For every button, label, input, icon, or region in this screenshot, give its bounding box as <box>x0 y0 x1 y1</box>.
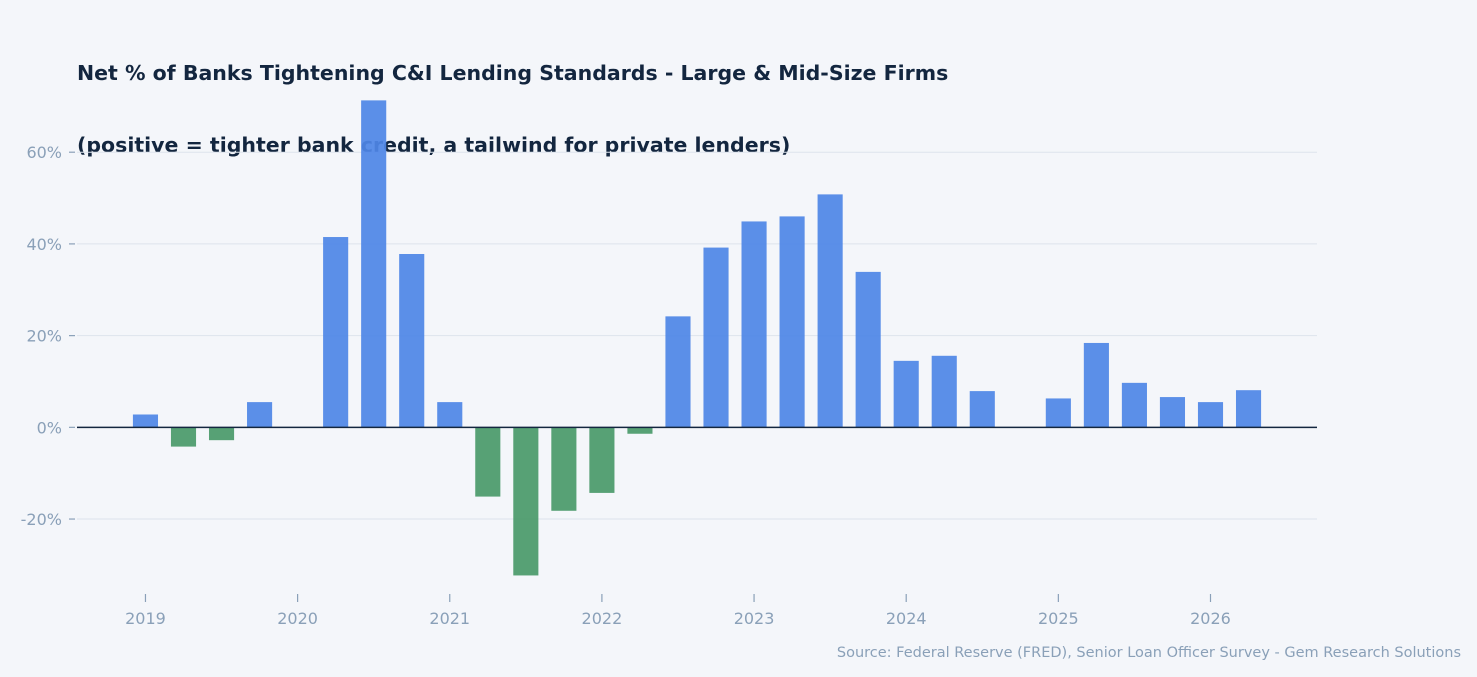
bar <box>741 221 767 428</box>
bar <box>627 427 653 434</box>
bar <box>703 247 729 428</box>
bar <box>132 414 159 428</box>
bar <box>170 427 197 447</box>
y-tick-label: -20% <box>21 510 62 529</box>
bar <box>1121 382 1147 428</box>
bar <box>475 427 501 497</box>
x-tick-label: 2021 <box>429 609 470 628</box>
y-tick-label: 60% <box>26 143 62 162</box>
bar <box>399 253 425 428</box>
bar <box>931 355 957 428</box>
y-tick-label: 40% <box>26 235 62 254</box>
bar <box>513 427 539 576</box>
bar <box>665 316 691 428</box>
x-tick-label: 2025 <box>1038 609 1079 628</box>
x-tick-label: 2022 <box>582 609 623 628</box>
bar <box>551 427 577 511</box>
bar <box>323 237 349 428</box>
y-tick-label: 0% <box>37 418 62 437</box>
x-tick-label: 2024 <box>886 609 927 628</box>
x-tick-label: 2023 <box>734 609 775 628</box>
x-tick-label: 2026 <box>1190 609 1231 628</box>
bar <box>969 391 995 428</box>
axes: -20% 0% 20% 40% 60% 2019 2020 2021 2022 2023 2024 2… <box>21 143 1317 628</box>
bar <box>1197 402 1224 428</box>
gridlines <box>77 151 1317 520</box>
x-tick-label: 2020 <box>277 609 318 628</box>
bar <box>1045 398 1071 428</box>
source-note: Source: Federal Reserve (FRED), Senior L… <box>836 645 1461 661</box>
bar <box>361 100 387 428</box>
bar <box>817 194 843 428</box>
chart-title-block: Net % of Banks Tightening C&I Lending St… <box>77 13 948 181</box>
bar <box>589 427 615 493</box>
bar <box>1235 390 1262 428</box>
bar <box>893 360 919 428</box>
bar <box>779 216 805 428</box>
bar <box>855 271 881 428</box>
bars <box>132 100 1262 576</box>
bar <box>1159 397 1186 428</box>
bar <box>437 402 463 428</box>
chart-title: Net % of Banks Tightening C&I Lending St… <box>77 61 949 85</box>
y-tick-label: 20% <box>26 327 62 346</box>
chart-subtitle: (positive = tighter bank credit, a tailw… <box>77 133 791 157</box>
bar <box>247 402 273 428</box>
bar <box>208 427 235 441</box>
x-tick-label: 2019 <box>125 609 166 628</box>
bar <box>1083 342 1109 428</box>
